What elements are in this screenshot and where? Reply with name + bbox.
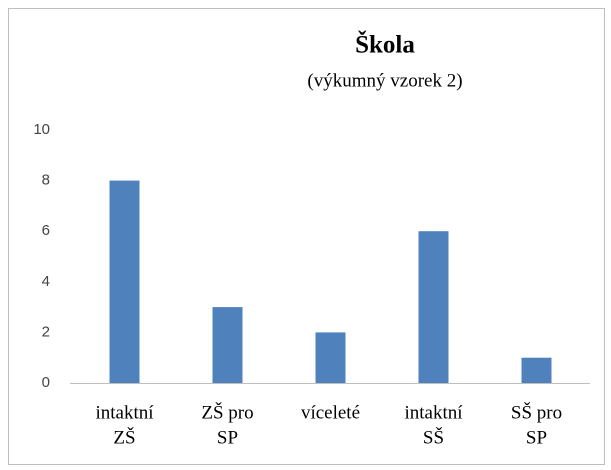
x-tick-label: víceleté: [301, 402, 360, 423]
chart-subtitle: (výkumný vzorek 2): [307, 70, 462, 91]
y-tick-label: 8: [42, 172, 50, 189]
x-tick-label: intaktní: [404, 402, 463, 423]
bar: [109, 180, 140, 383]
x-tick-label: SP: [217, 427, 238, 448]
bar: [418, 231, 449, 383]
x-tick-label: ZŠ: [113, 426, 135, 448]
y-tick-label: 0: [42, 374, 50, 391]
x-tick-label: intaktní: [95, 402, 154, 423]
y-tick-label: 4: [42, 273, 50, 290]
x-tick-label: SŠ: [423, 426, 444, 448]
y-tick-label: 6: [42, 222, 50, 239]
x-tick-label: SP: [526, 427, 547, 448]
bar: [315, 332, 346, 383]
x-tick-label: ZŠ pro: [201, 401, 253, 423]
x-tick-label: SŠ pro: [511, 401, 562, 423]
bar: [521, 357, 552, 383]
bar: [212, 307, 243, 383]
y-tick-label: 2: [42, 323, 50, 340]
chart-title: Škola: [355, 31, 415, 59]
chart-border: [8, 8, 605, 465]
y-tick-label: 10: [33, 121, 50, 138]
